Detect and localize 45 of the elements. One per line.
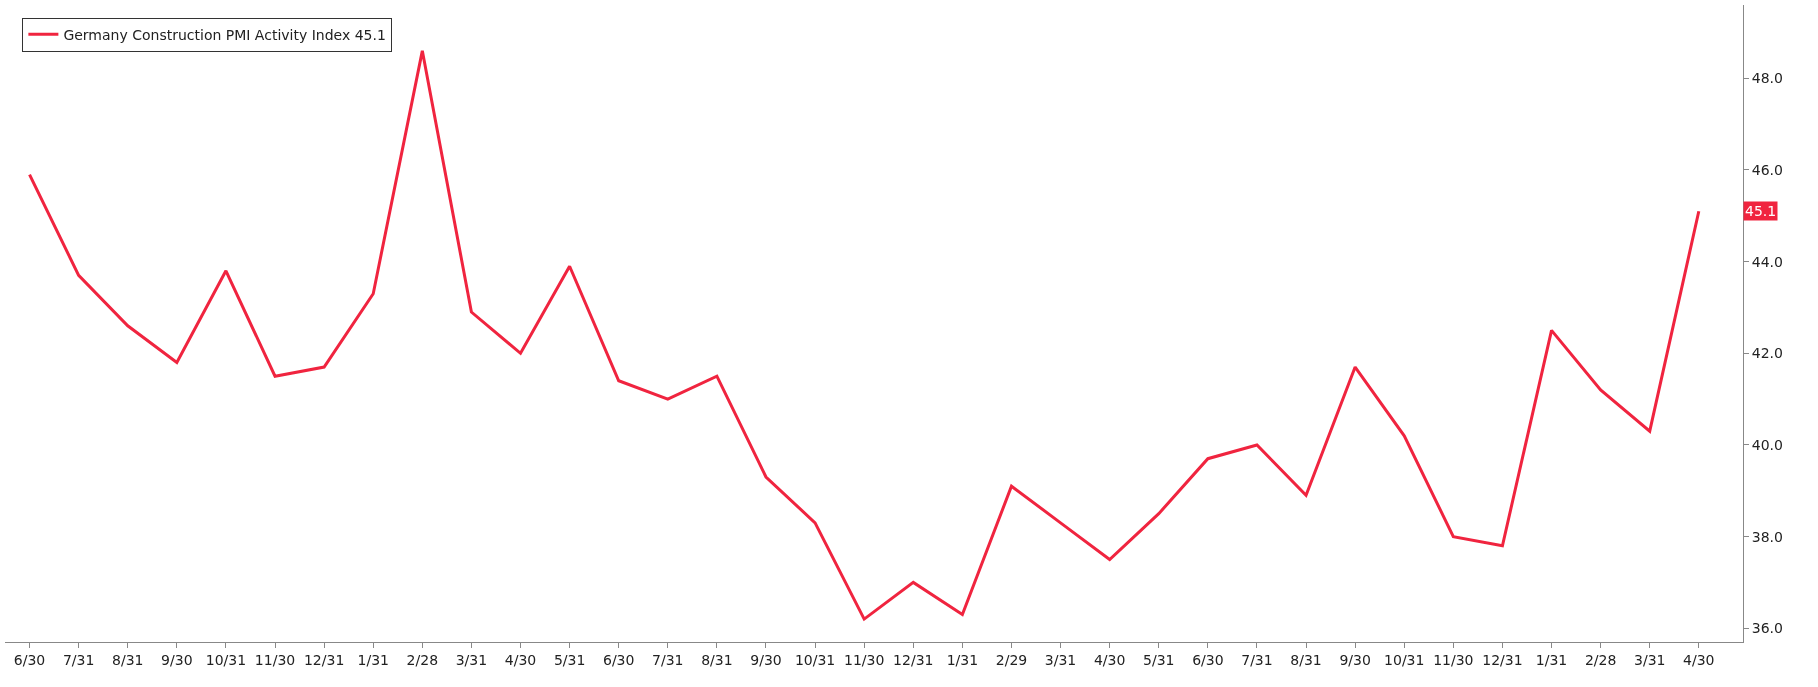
x-tick-label: 10/31	[794, 651, 836, 668]
x-tick-label: 7/31	[62, 651, 95, 668]
x-tick-label: 5/31	[1143, 651, 1175, 668]
x-tick-label: 4/30	[1683, 651, 1715, 668]
x-tick-label: 2/28	[406, 651, 439, 668]
x-tick-label: 11/30	[844, 651, 885, 668]
x-tick-label: 4/30	[504, 651, 537, 668]
x-tick-label: 9/30	[750, 651, 782, 668]
y-tick-label: 36.0	[1751, 620, 1783, 637]
x-tick-label: 10/31	[205, 651, 247, 668]
x-tick-label: 1/31	[357, 651, 389, 668]
x-tick-label: 5/31	[553, 651, 586, 668]
y-tick-label: 40.0	[1751, 436, 1783, 453]
x-tick-label: 11/30	[254, 651, 296, 668]
x-tick-label: 8/31	[112, 651, 144, 668]
x-tick-label: 12/31	[303, 651, 345, 668]
x-tick-label: 7/31	[652, 651, 684, 668]
annotation: 45.1	[1745, 203, 1777, 219]
x-tick-label: 8/31	[701, 651, 733, 668]
x-tick-label: 11/30	[1433, 651, 1474, 668]
line-series	[28, 49, 1701, 621]
x-tick-label: 12/31	[1482, 651, 1523, 668]
legend-label: Germany Construction PMI Activity Index 45.1	[63, 26, 386, 43]
x-tick-label: 3/31	[1044, 651, 1077, 668]
x-tick-label: 6/30	[13, 651, 46, 668]
x-tick-label: 6/30	[602, 651, 635, 668]
x-tick-label: 6/30	[1192, 651, 1224, 668]
y-tick-label: 42.0	[1751, 345, 1783, 362]
x-tick-label: 10/31	[1384, 651, 1425, 668]
x-tick-label: 2/29	[995, 651, 1028, 668]
x-tick-label: 2/28	[1584, 651, 1617, 668]
x-tick-label: 3/31	[1633, 651, 1666, 668]
y-tick-label: 38.0	[1751, 528, 1783, 545]
x-tick-label: 1/31	[1535, 651, 1568, 668]
y-tick-label: 48.0	[1751, 70, 1783, 87]
x-tick-label: 12/31	[893, 651, 934, 668]
x-tick-label: 3/31	[455, 651, 488, 668]
x-tick-label: 1/31	[946, 651, 979, 668]
x-tick-label: 4/30	[1093, 651, 1126, 668]
x-tick-label: 9/30	[1339, 651, 1371, 668]
x-tick-label: 9/30	[161, 651, 193, 668]
y-tick-label: 44.0	[1751, 253, 1783, 270]
y-tick-label: 46.0	[1751, 161, 1783, 178]
x-tick-label: 8/31	[1290, 651, 1322, 668]
x-tick-label: 7/31	[1241, 651, 1273, 668]
